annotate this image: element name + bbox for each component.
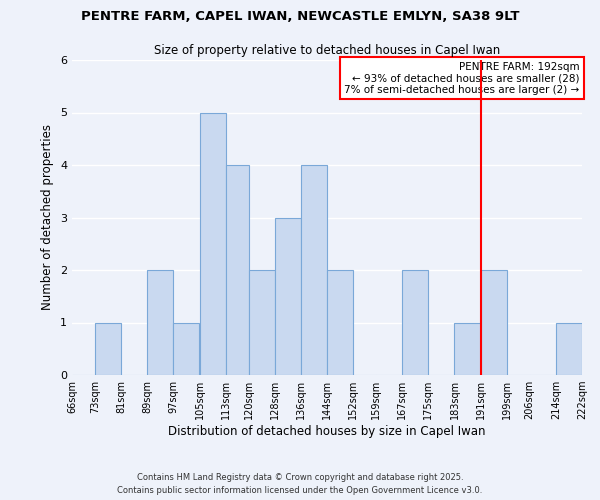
X-axis label: Distribution of detached houses by size in Capel Iwan: Distribution of detached houses by size …	[168, 425, 486, 438]
Bar	[147, 270, 173, 375]
Y-axis label: Number of detached properties: Number of detached properties	[41, 124, 55, 310]
Bar	[275, 218, 301, 375]
Bar	[327, 270, 353, 375]
Text: Contains HM Land Registry data © Crown copyright and database right 2025.
Contai: Contains HM Land Registry data © Crown c…	[118, 474, 482, 495]
Bar	[455, 322, 481, 375]
Bar	[173, 322, 199, 375]
Text: PENTRE FARM: 192sqm
← 93% of detached houses are smaller (28)
7% of semi-detache: PENTRE FARM: 192sqm ← 93% of detached ho…	[344, 62, 580, 95]
Bar	[301, 165, 327, 375]
Bar	[226, 165, 248, 375]
Bar	[556, 322, 582, 375]
Bar	[248, 270, 275, 375]
Bar	[95, 322, 121, 375]
Title: Size of property relative to detached houses in Capel Iwan: Size of property relative to detached ho…	[154, 44, 500, 58]
Bar	[402, 270, 428, 375]
Text: PENTRE FARM, CAPEL IWAN, NEWCASTLE EMLYN, SA38 9LT: PENTRE FARM, CAPEL IWAN, NEWCASTLE EMLYN…	[81, 10, 519, 23]
Bar	[199, 112, 226, 375]
Bar	[481, 270, 507, 375]
